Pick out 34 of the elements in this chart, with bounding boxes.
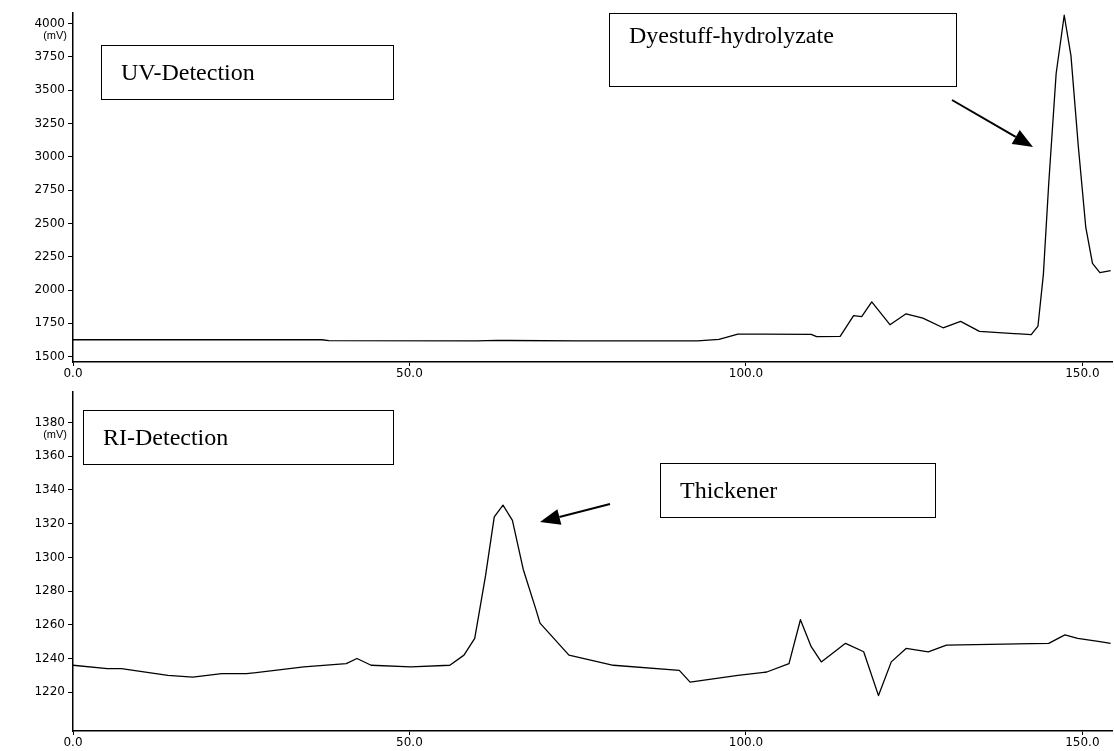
x-tick-label: 50.0 — [396, 366, 423, 381]
x-tick-label: 100.0 — [728, 735, 764, 750]
x-tick-label: 50.0 — [396, 735, 423, 750]
y-tick-label: 1280 — [34, 583, 65, 598]
text: UV-Detection — [121, 58, 255, 86]
y-tick-label: 1340 — [34, 482, 65, 497]
y-tick-label: 2500 — [34, 215, 65, 230]
y-tick-label: 4000 — [34, 15, 65, 30]
y-tick-label: 1360 — [34, 448, 65, 463]
y-tick-label: 2000 — [34, 282, 65, 297]
y-tick-label: 1240 — [34, 650, 65, 665]
y-tick-label: 2250 — [34, 248, 65, 263]
y-tick-label: 1260 — [34, 616, 65, 631]
x-tick-label: 150.0 — [1065, 366, 1100, 381]
annotation: Thickener — [680, 476, 778, 504]
y-tick-label: 1220 — [34, 684, 65, 699]
y-tick-label: 3750 — [34, 49, 65, 64]
annotation: Dyestuff-hydrolyzate — [629, 21, 834, 49]
text: RI-Detection — [103, 423, 229, 451]
x-tick-label: 150.0 — [1065, 735, 1100, 750]
y-axis-title: (mV) — [42, 28, 67, 41]
y-tick-label: 1300 — [34, 549, 65, 564]
y-tick-label: 3000 — [34, 148, 65, 163]
y-tick-label: 1750 — [34, 315, 65, 330]
x-tick-label: 100.0 — [728, 366, 764, 381]
y-axis-title: (mV) — [42, 427, 67, 440]
y-tick-label: 1500 — [34, 348, 65, 363]
y-tick-label: 3500 — [34, 82, 65, 97]
y-tick-label: 1380 — [34, 414, 65, 429]
x-tick-label: 0.0 — [63, 366, 83, 381]
y-tick-label: 3250 — [34, 115, 65, 130]
x-tick-label: 0.0 — [63, 735, 83, 750]
y-tick-label: 2750 — [34, 182, 65, 197]
y-tick-label: 1320 — [34, 515, 65, 530]
